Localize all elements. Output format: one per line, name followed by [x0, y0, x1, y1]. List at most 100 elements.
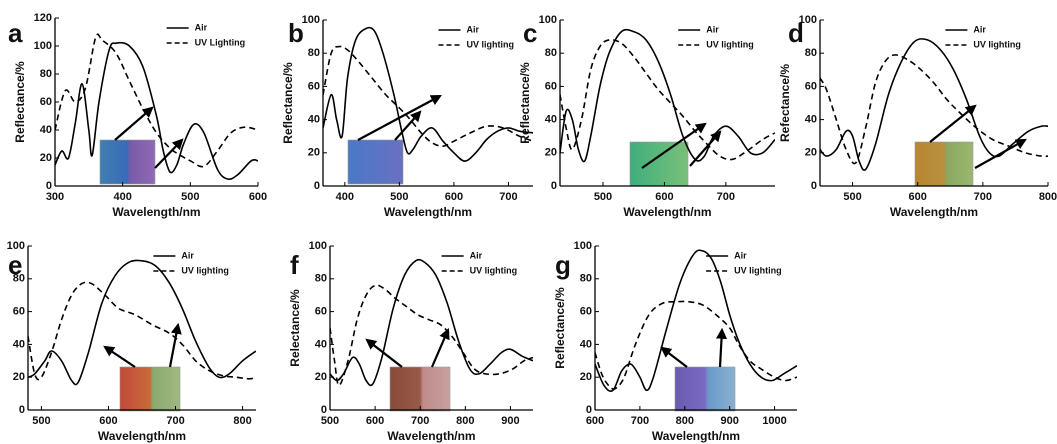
panel: Air UV Lighting 0 20 40 60 80 100 120 300 400 500 60…: [8, 12, 267, 219]
x-tick-label: 600: [655, 191, 673, 203]
y-tick-label: 20: [805, 147, 817, 159]
series-line: [595, 249, 797, 392]
arrow: [974, 138, 1027, 169]
x-tick-label: 400: [113, 191, 131, 203]
series-line: [820, 54, 1048, 165]
panel: Air UV lighting 0 20 40 60 80 100 600 700 800 900 10…: [553, 240, 797, 443]
y-tick-label: 20: [40, 152, 52, 164]
y-tick-label: 80: [545, 47, 557, 59]
x-axis-label: Wavelength/nm: [623, 205, 711, 219]
panel: Air UV lighting 0 20 40 60 80 100 400 500 600 700 Wa…: [281, 14, 533, 219]
y-tick-label: 60: [40, 96, 52, 108]
x-tick-label: 800: [456, 415, 474, 427]
legend-label: UV lighting: [706, 39, 754, 49]
arrow: [689, 130, 722, 167]
arrow: [430, 327, 450, 368]
y-tick-label: 0: [19, 404, 25, 416]
x-tick-label: 500: [843, 191, 861, 203]
series-line: [55, 33, 258, 168]
y-axis-label: Reflectance/%: [518, 62, 532, 144]
y-tick-label: 0: [551, 180, 557, 192]
panel: Air UV lighting 0 20 40 60 80 100 500 600 700 Wavel…: [518, 14, 775, 219]
y-axis-label: Reflectance/%: [13, 61, 27, 143]
inset-photo: [674, 366, 736, 412]
y-tick-label: 0: [314, 180, 320, 192]
x-tick-label: 700: [717, 191, 735, 203]
panel: Air UV lighting 0 20 40 60 80 100 500 600 700 800 90…: [288, 240, 533, 443]
series-line: [323, 26, 533, 162]
y-tick-label: 100: [7, 240, 25, 252]
panel: Air UV lighting 0 20 40 60 80 100 500 600 700 800 Wa…: [778, 14, 1057, 219]
legend-label: UV lighting: [973, 39, 1021, 49]
arrow: [103, 345, 136, 368]
y-tick-label: 40: [545, 114, 557, 126]
legend-label: UV lighting: [467, 39, 515, 49]
legend-label: Air: [706, 24, 719, 34]
y-tick-label: 40: [40, 124, 52, 136]
inset-photo: [347, 139, 404, 185]
legend-label: Air: [467, 24, 480, 34]
x-axis-label: Wavelength/nm: [112, 205, 200, 219]
panel-letter: a: [8, 18, 23, 48]
series-line: [820, 38, 1048, 171]
series-line: [323, 45, 533, 148]
x-tick-label: 900: [501, 415, 519, 427]
x-tick-label: 800: [1039, 191, 1057, 203]
inset-photo: [914, 141, 974, 187]
inset-photo: [119, 366, 181, 412]
y-tick-label: 0: [321, 404, 327, 416]
y-tick-label: 20: [13, 371, 25, 383]
legend-label: Air: [195, 22, 208, 32]
y-axis-label: Reflectance/%: [281, 62, 295, 144]
x-tick-label: 800: [233, 415, 251, 427]
arrow: [929, 104, 977, 143]
x-axis-label: Wavelength/nm: [890, 205, 978, 219]
y-tick-label: 40: [805, 114, 817, 126]
x-tick-label: 600: [909, 191, 927, 203]
legend-label: Air: [973, 24, 986, 34]
y-tick-label: 60: [315, 306, 327, 318]
y-axis-label: Reflectance/%: [553, 287, 567, 369]
series-line: [595, 300, 797, 390]
x-tick-label: 900: [720, 415, 738, 427]
y-tick-label: 20: [545, 147, 557, 159]
y-tick-label: 100: [574, 240, 592, 252]
x-tick-label: 300: [46, 191, 64, 203]
legend-label: Air: [470, 250, 483, 260]
y-tick-label: 120: [34, 12, 52, 24]
arrow: [394, 110, 422, 141]
x-axis-label: Wavelength/nm: [384, 205, 472, 219]
x-tick-label: 700: [166, 415, 184, 427]
y-tick-label: 20: [315, 371, 327, 383]
legend-label: Air: [734, 250, 747, 260]
y-tick-label: 80: [308, 47, 320, 59]
panel: Air UV lighting 0 20 40 60 80 100 500 600 700 800 Wa…: [7, 240, 256, 443]
x-tick-label: 600: [99, 415, 117, 427]
y-tick-label: 40: [315, 338, 327, 350]
y-tick-label: 40: [308, 114, 320, 126]
series-line: [330, 258, 533, 387]
x-tick-label: 600: [366, 415, 384, 427]
y-tick-label: 0: [46, 180, 52, 192]
y-tick-label: 60: [308, 80, 320, 92]
x-tick-label: 400: [336, 191, 354, 203]
y-tick-label: 80: [315, 273, 327, 285]
x-tick-label: 1000: [762, 415, 786, 427]
panel-letter: e: [8, 250, 22, 280]
y-tick-label: 40: [580, 338, 592, 350]
y-tick-label: 80: [40, 68, 52, 80]
panel-letter: c: [523, 18, 537, 48]
panel-letter: b: [288, 18, 304, 48]
inset-photo: [99, 139, 156, 185]
x-tick-label: 600: [249, 191, 267, 203]
x-tick-label: 500: [321, 415, 339, 427]
y-axis-label: Relectance/%: [288, 289, 302, 367]
inset-photo: [389, 366, 451, 412]
y-tick-label: 40: [13, 338, 25, 350]
panel-letter: d: [788, 18, 804, 48]
y-tick-label: 100: [302, 14, 320, 26]
legend-label: UV lighting: [734, 265, 782, 275]
legend-label: UV Lighting: [195, 37, 246, 47]
x-tick-label: 800: [676, 415, 694, 427]
